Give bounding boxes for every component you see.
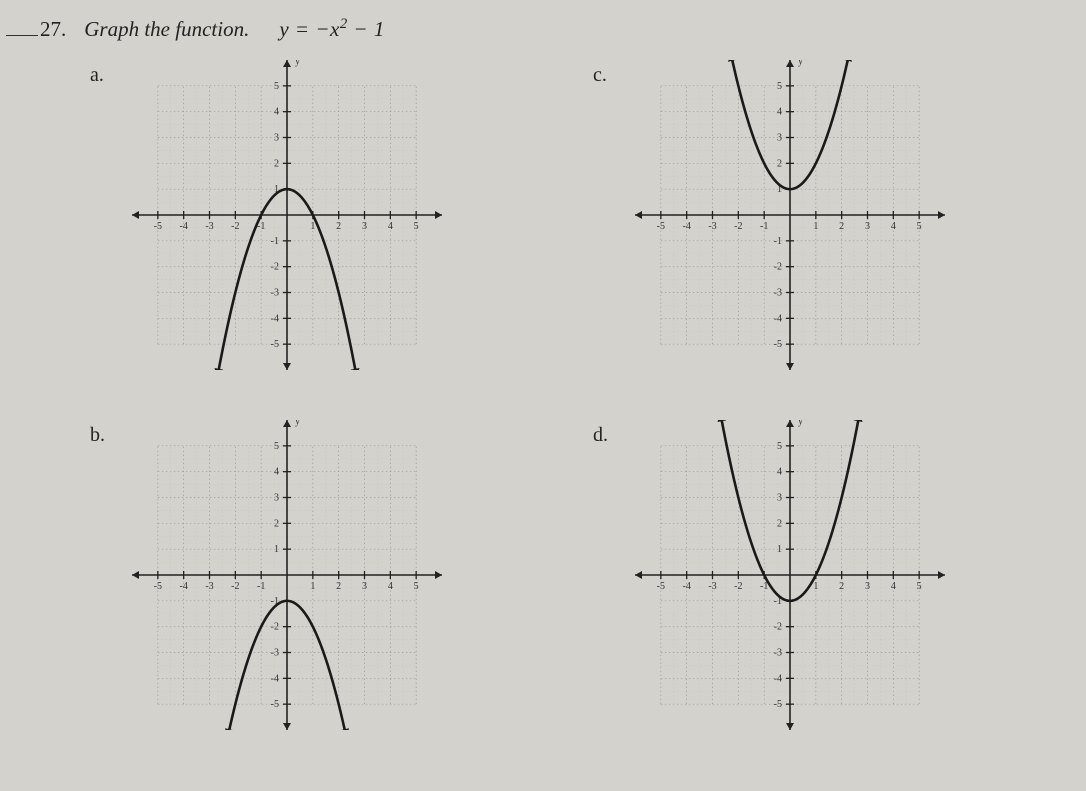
svg-text:-1: -1 — [271, 236, 279, 247]
svg-text:5: 5 — [414, 581, 419, 592]
choice-label: a. — [90, 60, 114, 87]
svg-text:4: 4 — [777, 467, 782, 478]
svg-text:1: 1 — [274, 544, 279, 555]
choice-d: d. -5-4-3-2-112345-5-4-3-2-112345xy — [593, 420, 1026, 730]
choices-grid: a. -5-4-3-2-112345-5-4-3-2-112345xy c. -… — [0, 42, 1056, 730]
svg-text:5: 5 — [917, 581, 922, 592]
svg-text:-4: -4 — [682, 581, 690, 592]
svg-text:-3: -3 — [774, 288, 782, 299]
answer-blank: 27. — [6, 17, 66, 42]
svg-text:y: y — [295, 420, 300, 427]
worksheet-page: 27. Graph the function. y = −x2 − 1 a. -… — [0, 0, 1086, 791]
svg-text:4: 4 — [891, 581, 896, 592]
svg-text:3: 3 — [865, 221, 870, 232]
svg-text:-5: -5 — [657, 221, 665, 232]
svg-text:-2: -2 — [774, 262, 782, 273]
choice-label: c. — [593, 60, 617, 87]
svg-text:-3: -3 — [271, 288, 279, 299]
svg-text:4: 4 — [274, 467, 279, 478]
question-header: 27. Graph the function. y = −x2 − 1 — [0, 16, 1056, 42]
svg-text:-3: -3 — [205, 581, 213, 592]
svg-text:-2: -2 — [271, 622, 279, 633]
svg-text:y: y — [295, 60, 300, 67]
svg-text:4: 4 — [274, 107, 279, 118]
graph-c: -5-4-3-2-112345-5-4-3-2-112345xy — [635, 60, 945, 370]
svg-text:-5: -5 — [271, 339, 279, 350]
svg-text:5: 5 — [414, 221, 419, 232]
svg-text:2: 2 — [274, 158, 279, 169]
question-number: 27. — [40, 17, 66, 41]
svg-text:-3: -3 — [271, 648, 279, 659]
svg-text:-2: -2 — [231, 221, 239, 232]
svg-text:3: 3 — [362, 581, 367, 592]
svg-text:-2: -2 — [734, 581, 742, 592]
choice-c: c. -5-4-3-2-112345-5-4-3-2-112345xy — [593, 60, 1026, 370]
svg-text:-4: -4 — [271, 313, 279, 324]
svg-text:3: 3 — [274, 493, 279, 504]
svg-text:-4: -4 — [179, 581, 187, 592]
svg-text:-5: -5 — [774, 699, 782, 710]
svg-text:-4: -4 — [774, 673, 782, 684]
question-prompt: Graph the function. — [84, 17, 249, 42]
svg-text:-4: -4 — [774, 313, 782, 324]
svg-text:-5: -5 — [774, 339, 782, 350]
svg-text:5: 5 — [777, 81, 782, 92]
svg-text:-2: -2 — [774, 622, 782, 633]
svg-text:-5: -5 — [154, 221, 162, 232]
svg-text:1: 1 — [813, 581, 818, 592]
svg-text:-1: -1 — [257, 581, 265, 592]
graph-d: -5-4-3-2-112345-5-4-3-2-112345xy — [635, 420, 945, 730]
svg-text:2: 2 — [777, 158, 782, 169]
svg-text:5: 5 — [917, 221, 922, 232]
svg-text:4: 4 — [388, 221, 393, 232]
svg-text:2: 2 — [777, 518, 782, 529]
svg-text:2: 2 — [336, 581, 341, 592]
svg-text:2: 2 — [336, 221, 341, 232]
choice-b: b. -5-4-3-2-112345-5-4-3-2-112345xy — [90, 420, 523, 730]
svg-text:5: 5 — [274, 441, 279, 452]
svg-text:2: 2 — [274, 518, 279, 529]
svg-text:-2: -2 — [231, 581, 239, 592]
svg-text:3: 3 — [362, 221, 367, 232]
svg-text:3: 3 — [777, 133, 782, 144]
svg-text:-2: -2 — [734, 221, 742, 232]
svg-text:-1: -1 — [760, 221, 768, 232]
svg-text:y: y — [798, 60, 803, 67]
svg-text:y: y — [798, 420, 803, 427]
svg-text:3: 3 — [777, 493, 782, 504]
choice-label: d. — [593, 420, 617, 447]
graph-b: -5-4-3-2-112345-5-4-3-2-112345xy — [132, 420, 442, 730]
svg-text:-2: -2 — [271, 262, 279, 273]
svg-text:-3: -3 — [774, 648, 782, 659]
graph-a: -5-4-3-2-112345-5-4-3-2-112345xy — [132, 60, 442, 370]
svg-text:-4: -4 — [682, 221, 690, 232]
svg-text:-3: -3 — [205, 221, 213, 232]
choice-a: a. -5-4-3-2-112345-5-4-3-2-112345xy — [90, 60, 523, 370]
svg-text:5: 5 — [274, 81, 279, 92]
svg-text:2: 2 — [839, 221, 844, 232]
svg-text:-3: -3 — [708, 221, 716, 232]
svg-text:4: 4 — [891, 221, 896, 232]
svg-text:-5: -5 — [271, 699, 279, 710]
svg-text:1: 1 — [310, 221, 315, 232]
svg-text:-3: -3 — [708, 581, 716, 592]
svg-text:-5: -5 — [154, 581, 162, 592]
svg-text:1: 1 — [813, 221, 818, 232]
svg-text:1: 1 — [777, 544, 782, 555]
svg-text:3: 3 — [274, 133, 279, 144]
svg-text:-1: -1 — [774, 236, 782, 247]
svg-text:-4: -4 — [271, 673, 279, 684]
question-equation: y = −x2 − 1 — [279, 16, 385, 42]
svg-text:4: 4 — [777, 107, 782, 118]
svg-text:3: 3 — [865, 581, 870, 592]
svg-text:1: 1 — [310, 581, 315, 592]
svg-text:2: 2 — [839, 581, 844, 592]
svg-text:-4: -4 — [179, 221, 187, 232]
svg-text:4: 4 — [388, 581, 393, 592]
svg-text:5: 5 — [777, 441, 782, 452]
choice-label: b. — [90, 420, 114, 447]
svg-text:-5: -5 — [657, 581, 665, 592]
